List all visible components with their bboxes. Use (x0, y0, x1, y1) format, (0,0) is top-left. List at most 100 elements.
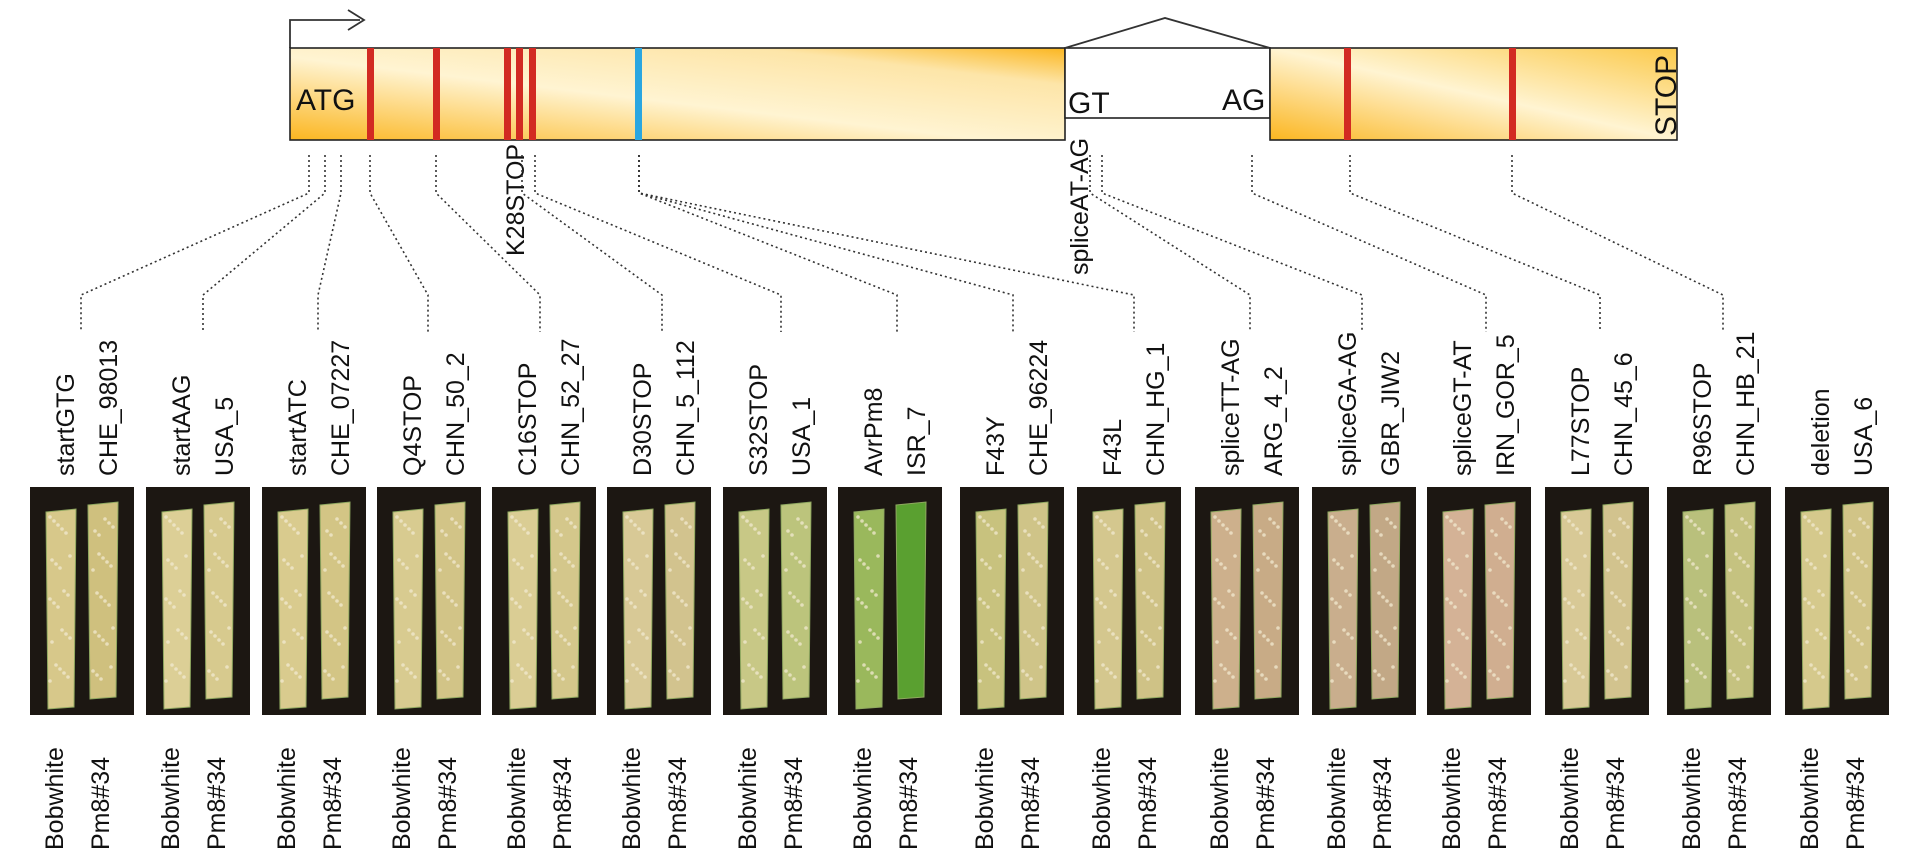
mildew-spot (856, 515, 860, 519)
mildew-spot (207, 568, 211, 572)
mildew-spot (1449, 519, 1453, 523)
mildew-spot (1500, 599, 1504, 603)
mildew-spot (288, 605, 292, 609)
pm8-label: Pm8#34 (203, 757, 231, 850)
mildew-spot (1342, 527, 1346, 531)
mildew-spot (1583, 636, 1587, 640)
mildew-spot (747, 663, 751, 667)
isolate-label: IRN_GOR_5 (1492, 334, 1520, 476)
mildew-spot (1445, 679, 1449, 683)
mildew-spot (227, 525, 231, 529)
mildew-spot (978, 597, 982, 601)
mildew-spot (674, 552, 678, 556)
mildew-spot (178, 671, 182, 675)
sample-panels: startGTG CHE_98013 Bobwhite Pm8#34 startAAG U… (30, 331, 1889, 850)
mildew-spot (58, 667, 62, 671)
leaf-pm8 (1017, 501, 1049, 700)
leaf-bobwhite (1560, 508, 1592, 710)
mutation-label: F43Y (982, 416, 1010, 476)
mildew-spot (1494, 533, 1498, 537)
mildew-spot (64, 531, 68, 535)
mildew-spot (1138, 568, 1142, 572)
mildew-spot (458, 626, 462, 630)
mildew-spot (682, 642, 686, 646)
mildew-spot (1569, 663, 1573, 667)
mildew-spot (442, 591, 446, 595)
mildew-spot (559, 533, 563, 537)
mildew-spot (1461, 632, 1465, 636)
isolate-label: ISR_7 (903, 407, 931, 476)
mildew-spot (1033, 599, 1037, 603)
mildew-spot (641, 632, 645, 636)
mildew-spot (627, 640, 631, 644)
mildew-spot (93, 630, 97, 634)
mildew-spot (1508, 525, 1512, 529)
mildew-spot (1614, 677, 1618, 681)
mildew-spot (180, 632, 184, 636)
mildew-spot (625, 515, 629, 519)
mildew-spot (1463, 593, 1467, 597)
mutation-label: spliceTT-AG (1217, 338, 1245, 476)
mildew-spot (686, 665, 690, 669)
mildew-spot (1622, 521, 1626, 525)
mildew-spot (1332, 558, 1336, 562)
mildew-spot (1575, 628, 1579, 632)
mildew-spot (988, 667, 992, 671)
pm8-label: Pm8#34 (1484, 757, 1512, 850)
mildew-spot (759, 675, 763, 679)
mildew-spot (1618, 599, 1622, 603)
mildew-spot (180, 531, 184, 535)
mildew-spot (405, 566, 409, 570)
mildew-spot (680, 517, 684, 521)
mildew-spot (1465, 554, 1469, 558)
mildew-spot (68, 636, 72, 640)
mildew-spot (514, 519, 518, 523)
bobwhite-label: Bobwhite (734, 747, 762, 850)
mildew-spot (1703, 593, 1707, 597)
mildew-spot (1492, 673, 1496, 677)
mildew-spot (866, 667, 870, 671)
marker-q4stop (367, 48, 374, 140)
mildew-spot (761, 554, 765, 558)
mildew-spot (1457, 628, 1461, 632)
mildew-spot (1274, 564, 1278, 568)
sample-column: D30STOP CHN_5_112 Bobwhite Pm8#34 (607, 340, 711, 850)
mildew-spot (1581, 675, 1585, 679)
mildew-spot (223, 603, 227, 607)
mildew-spot (668, 568, 672, 572)
mildew-spot (178, 589, 182, 593)
mildew-spot (107, 603, 111, 607)
mildew-spot (1610, 591, 1614, 595)
mildew-spot (1451, 562, 1455, 566)
mildew-spot (399, 519, 403, 523)
mildew-spot (1490, 529, 1494, 533)
mildew-spot (337, 560, 341, 564)
mildew-spot (1231, 593, 1235, 597)
mildew-spot (442, 673, 446, 677)
mildew-spot (510, 515, 514, 519)
isolate-label: CHN_50_2 (442, 352, 470, 476)
sample-column: F43L CHN_HG_1 Bobwhite Pm8#34 (1077, 343, 1181, 850)
mildew-spot (1027, 552, 1031, 556)
mildew-spot (168, 519, 172, 523)
mildew-spot (627, 558, 631, 562)
leaf-pm8 (1252, 501, 1284, 700)
mildew-spot (571, 564, 575, 568)
mildew-spot (1809, 663, 1813, 667)
mildew-spot (1811, 605, 1815, 609)
mildew-spot (1377, 591, 1381, 595)
mildew-spot (743, 558, 747, 562)
mildew-spot (184, 554, 188, 558)
sample-column: AvrPm8 ISR_7 Bobwhite Pm8#34 (838, 388, 942, 850)
mildew-spot (1699, 589, 1703, 593)
bobwhite-label: Bobwhite (41, 747, 69, 850)
mildew-spot (1744, 521, 1748, 525)
mildew-spot (1268, 599, 1272, 603)
connector-startatc (317, 155, 342, 332)
mildew-spot (856, 679, 860, 683)
mildew-spot (176, 527, 180, 531)
mildew-spot (221, 642, 225, 646)
mildew-spot (68, 554, 72, 558)
mildew-spot (213, 533, 217, 537)
pm8-label: Pm8#34 (780, 757, 808, 850)
